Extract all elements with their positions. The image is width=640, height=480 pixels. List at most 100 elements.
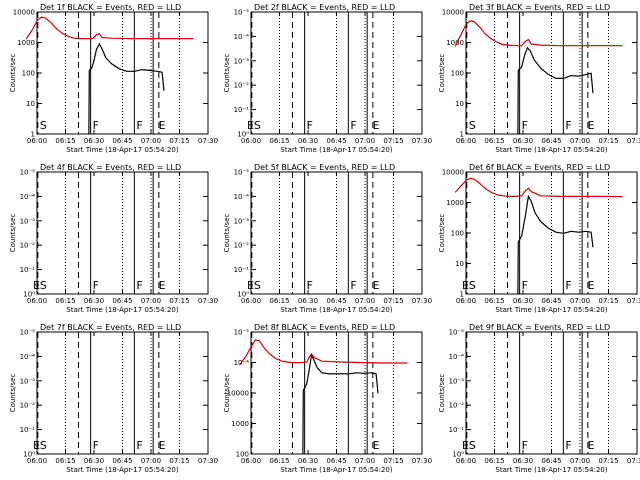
y-tick-label: 100 [451,70,464,78]
x-tick-label: 07:00 [141,297,161,305]
x-tick-label: 06:45 [112,297,132,305]
x-tick-label: 06:15 [269,297,289,305]
y-tick-label: 10⁻⁵ [20,329,36,337]
x-tick-label: 07:00 [141,137,161,145]
event-marker-label: F [565,279,571,292]
x-axis-label: Start Time (18-Apr-17 05:54:20) [495,306,607,314]
event-marker-label: E [588,279,595,292]
y-tick-label: 10⁻⁴ [20,193,36,201]
x-tick-label: 07:00 [355,297,375,305]
x-tick-label: 07:30 [627,137,640,145]
x-tick-label: 06:45 [326,297,346,305]
panel-title: Det 5f BLACK = Events, RED = LLD [254,163,395,172]
x-tick-label: 07:30 [198,137,218,145]
event-marker-label: E [588,119,595,132]
event-marker-label: F [136,439,142,452]
x-tick-label: 06:30 [513,137,533,145]
y-tick-label: 10⁰ [237,131,249,139]
lld-series-line [454,177,623,198]
x-axis-label: Start Time (18-Apr-17 05:54:20) [495,146,607,154]
y-tick-label: 1000 [17,39,35,47]
y-tick-label: 10⁻¹ [20,426,36,434]
x-tick-label: 07:30 [627,457,640,465]
x-tick-label: 06:00 [27,457,47,465]
x-axis-label: Start Time (18-Apr-17 05:54:20) [66,146,178,154]
events-series-line [517,194,594,295]
x-axis-label: Start Time (18-Apr-17 05:54:20) [495,466,607,474]
panel-4: Det 4f BLACK = Events, RED = LLD 06:00 06:… [9,163,218,314]
event-marker-label: E [373,279,380,292]
event-marker-label: F [350,119,356,132]
y-tick-label: 10⁻³ [234,57,250,65]
y-axis-label: Counts/sec [9,54,17,93]
x-tick-label: 07:30 [412,297,432,305]
y-axis-label: Counts/sec [438,214,446,253]
x-tick-label: 07:00 [570,297,590,305]
events-series-line [517,46,594,135]
y-tick-label: 10⁻⁴ [234,33,250,41]
x-tick-label: 06:00 [456,457,476,465]
y-axis-label: Counts/sec [223,374,231,413]
panel-1: Det 1f BLACK = Events, RED = LLD 06:00 06:… [9,3,218,154]
y-tick-label: 10⁻⁵ [234,329,250,337]
x-tick-label: 06:30 [84,297,104,305]
y-axis-label: Counts/sec [9,214,17,253]
x-tick-label: 06:00 [456,297,476,305]
panel-title: Det 7f BLACK = Events, RED = LLD [40,323,181,332]
y-tick-label: 10⁻¹ [449,426,465,434]
x-tick-label: 06:00 [241,457,261,465]
panel-title: Det 3f BLACK = Events, RED = LLD [469,3,610,12]
y-tick-label: 10⁻² [234,82,250,90]
y-tick-label: 10⁻³ [234,217,250,225]
x-tick-label: 07:15 [169,297,189,305]
x-tick-label: 06:30 [298,297,318,305]
x-tick-label: 07:30 [198,457,218,465]
x-axis-label: Start Time (18-Apr-17 05:54:20) [280,146,392,154]
y-tick-label: 10⁻⁵ [20,169,36,177]
x-tick-label: 06:15 [55,137,75,145]
x-tick-label: 06:00 [27,297,47,305]
panel-title: Det 4f BLACK = Events, RED = LLD [40,163,181,172]
x-tick-label: 07:15 [383,457,403,465]
event-marker-label: F [522,439,528,452]
x-tick-label: 06:30 [298,137,318,145]
x-tick-label: 07:00 [141,457,161,465]
event-marker-label: ES [462,279,476,292]
y-tick-label: 10 [455,100,464,108]
event-marker-label: E [159,439,166,452]
x-tick-label: 06:45 [541,137,561,145]
y-tick-label: 10⁰ [23,291,35,299]
y-tick-label: 10 [455,260,464,268]
x-tick-label: 07:30 [412,457,432,465]
events-series-line [88,42,165,135]
event-marker-label: ES [247,119,261,132]
x-tick-label: 07:15 [383,297,403,305]
event-marker-label: F [565,439,571,452]
x-tick-label: 07:00 [570,457,590,465]
event-marker-label: F [307,279,313,292]
panel-title: Det 2f BLACK = Events, RED = LLD [254,3,395,12]
event-marker-label: E [373,439,380,452]
event-marker-label: ES [247,279,261,292]
y-tick-label: 1000 [231,420,249,428]
x-tick-label: 06:30 [84,457,104,465]
x-tick-label: 06:45 [326,457,346,465]
x-tick-label: 07:15 [598,297,618,305]
y-tick-label: 10⁻³ [449,377,465,385]
y-tick-label: 10⁻² [20,402,36,410]
x-tick-label: 07:00 [570,137,590,145]
y-tick-label: 10⁻⁴ [234,193,250,201]
y-tick-label: 10⁰ [23,451,35,459]
y-axis-label: Counts/sec [9,374,17,413]
event-marker-label: S [40,119,47,132]
event-marker-label: F [522,119,528,132]
y-tick-label: 1000 [446,39,464,47]
y-axis-label: Counts/sec [438,374,446,413]
x-tick-label: 06:00 [27,137,47,145]
y-tick-label: 10⁻³ [20,217,36,225]
y-tick-label: 10⁻² [234,242,250,250]
panel-title: Det 8f BLACK = Events, RED = LLD [254,323,395,332]
event-marker-label: E [159,279,166,292]
event-marker-label: ES [462,439,476,452]
